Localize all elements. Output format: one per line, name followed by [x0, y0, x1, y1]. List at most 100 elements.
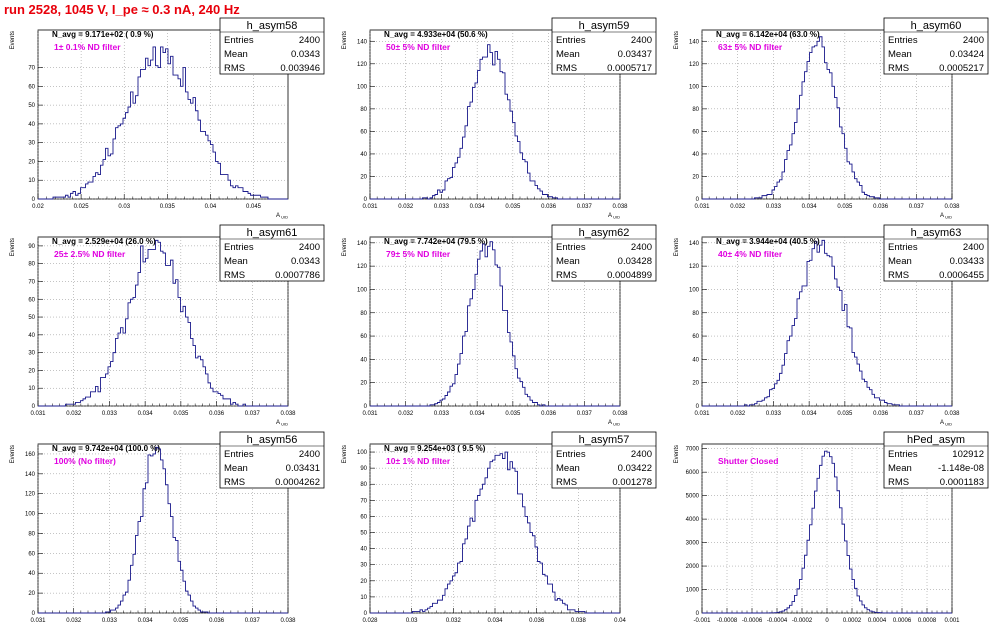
x-tick-label: 0.038 — [612, 204, 628, 210]
y-tick-label: 10 — [28, 386, 35, 392]
stats-box-frame — [883, 224, 989, 282]
x-tick-label: 0.025 — [74, 204, 90, 210]
stat-label-mean: Mean — [224, 463, 248, 474]
x-axis-label: A UID — [608, 420, 620, 427]
histogram-line — [38, 446, 288, 614]
stat-label-entries: Entries — [556, 242, 586, 253]
y-tick-label: 140 — [357, 241, 368, 247]
y-tick-label: 30 — [28, 351, 35, 357]
x-tick-label: 0.032 — [730, 204, 746, 210]
y-tick-label: 60 — [28, 84, 35, 90]
x-tick-label: 0.035 — [505, 411, 521, 417]
y-tick-label: 60 — [360, 129, 367, 135]
stats-box-frame — [551, 431, 657, 489]
x-tick-label: 0.038 — [944, 411, 960, 417]
x-tick-label: 0.032 — [398, 204, 414, 210]
x-tick-label: 0.038 — [280, 618, 296, 622]
x-tick-label: 0.038 — [280, 411, 296, 417]
y-tick-label: 40 — [28, 571, 35, 577]
histogram-line — [38, 46, 288, 200]
stat-value-rms: 0.0006455 — [939, 270, 984, 281]
y-tick-label: 50 — [28, 103, 35, 109]
stat-value-entries: 102912 — [952, 449, 984, 460]
y-tick-label: 90 — [360, 466, 367, 472]
x-tick-label: 0.034 — [138, 411, 154, 417]
x-tick-label: 0.037 — [245, 411, 261, 417]
y-axis-label: Events — [674, 31, 680, 49]
x-tick-label: 0.045 — [246, 204, 262, 210]
y-tick-label: 100 — [357, 84, 368, 90]
histogram-panel-h_asym56: 0.031 0.032 0.033 0.034 0.035 0.036 0.037 0.038… — [10, 431, 325, 622]
stat-label-rms: RMS — [556, 477, 577, 488]
x-tick-label: 0.037 — [245, 618, 261, 622]
y-tick-label: 1000 — [686, 588, 700, 594]
navg-label: N_avg = 9.254e+03 ( 9.5 %) — [384, 444, 486, 453]
histogram-name: hPed_asym — [907, 434, 965, 446]
y-tick-label: 80 — [28, 531, 35, 537]
y-tick-label: 60 — [692, 129, 699, 135]
x-tick-label: 0.035 — [505, 204, 521, 210]
x-tick-label: 0.036 — [873, 411, 889, 417]
x-tick-label: 0.02 — [32, 204, 44, 210]
stat-label-rms: RMS — [556, 270, 577, 281]
y-tick-label: 60 — [692, 334, 699, 340]
y-tick-label: 10 — [28, 178, 35, 184]
y-axis-label: Events — [342, 445, 348, 463]
x-tick-label: 0.034 — [487, 618, 503, 622]
stat-value-rms: 0.0005217 — [939, 63, 984, 74]
y-tick-label: 0 — [696, 404, 700, 410]
stats-box: h_asym56 Entries 2400 Mean 0.03431 RMS 0.00042… — [219, 431, 325, 489]
stat-value-entries: 2400 — [963, 35, 984, 46]
y-axis-label: Events — [10, 31, 16, 49]
y-axis-label: Events — [674, 445, 680, 463]
navg-label: N_avg = 7.742e+04 (79.5 %) — [384, 237, 488, 246]
x-tick-label: 0.032 — [398, 411, 414, 417]
x-tick-label: 0.031 — [362, 204, 378, 210]
y-tick-label: 40 — [28, 333, 35, 339]
x-tick-label: 0.031 — [30, 411, 46, 417]
y-tick-label: 120 — [689, 62, 700, 68]
y-tick-label: 80 — [360, 311, 367, 317]
filter-label: 1± 0.1% ND filter — [54, 42, 121, 52]
stat-value-mean: 0.03428 — [618, 256, 652, 267]
y-tick-label: 0 — [364, 611, 368, 617]
x-tick-label: 0.033 — [434, 204, 450, 210]
y-tick-label: 70 — [28, 279, 35, 285]
y-tick-label: 40 — [360, 357, 367, 363]
stat-value-rms: 0.0001183 — [940, 477, 984, 488]
histogram-line — [702, 36, 952, 200]
filter-label: 79± 5% ND filter — [386, 249, 451, 259]
y-tick-label: 0 — [364, 404, 368, 410]
y-tick-label: 20 — [28, 368, 35, 374]
y-axis-label: Events — [342, 238, 348, 256]
x-tick-label: 0.033 — [434, 411, 450, 417]
x-tick-label: 0.0008 — [918, 618, 937, 622]
y-tick-label: 30 — [28, 141, 35, 147]
y-tick-label: 7000 — [686, 447, 700, 453]
y-tick-label: 50 — [360, 531, 367, 537]
stat-value-mean: 0.0343 — [291, 49, 320, 60]
stats-box: h_asym59 Entries 2400 Mean 0.03437 RMS 0.00057… — [551, 17, 657, 75]
y-tick-label: 90 — [28, 244, 35, 250]
x-tick-label: 0.03 — [406, 618, 418, 622]
stat-value-mean: 0.03424 — [950, 49, 984, 60]
stat-label-entries: Entries — [224, 35, 254, 46]
x-tick-label: 0.035 — [160, 204, 176, 210]
x-tick-label: 0.037 — [577, 204, 593, 210]
stat-value-mean: 0.03422 — [618, 463, 652, 474]
stat-label-rms: RMS — [888, 63, 909, 74]
histogram-name: h_asym62 — [579, 227, 630, 239]
histogram-name: h_asym63 — [911, 227, 962, 239]
y-tick-label: 20 — [28, 591, 35, 597]
y-tick-label: 0 — [696, 611, 700, 617]
stat-value-entries: 2400 — [299, 242, 320, 253]
x-tick-label: 0.031 — [694, 411, 710, 417]
x-tick-label: 0.04 — [205, 204, 217, 210]
y-tick-label: 120 — [357, 264, 368, 270]
histogram-name: h_asym61 — [247, 227, 298, 239]
y-tick-label: 80 — [360, 482, 367, 488]
y-tick-label: 120 — [689, 264, 700, 270]
stat-label-mean: Mean — [556, 49, 580, 60]
y-tick-label: 0 — [696, 197, 700, 203]
y-tick-label: 100 — [689, 287, 700, 293]
